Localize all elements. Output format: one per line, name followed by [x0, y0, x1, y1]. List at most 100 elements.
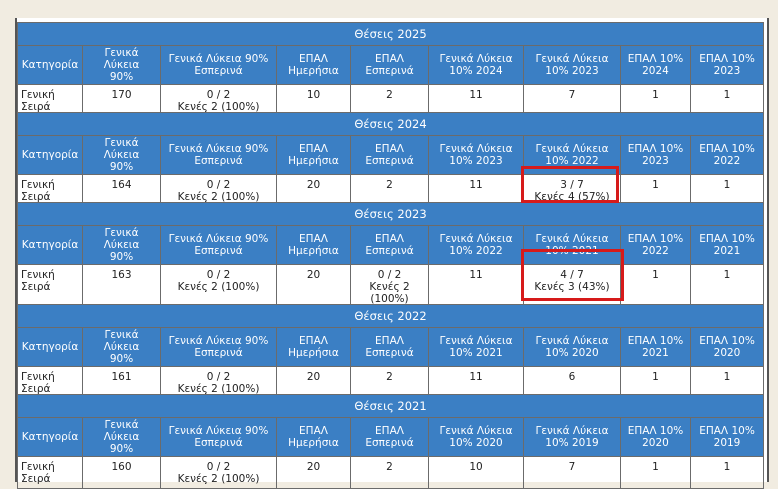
- cell-line: Γενικά Λύκεια: [535, 335, 609, 347]
- cell-line: Εσπερινά: [194, 65, 243, 77]
- cell-line: Εσπερινά: [365, 437, 414, 449]
- cell-line: ΕΠΑΛ: [299, 425, 328, 437]
- cell-line: 2020: [642, 437, 669, 449]
- column-header: Γενικά Λύκεια 90% Εσπερινά: [160, 327, 277, 367]
- cell-line: Κατηγορία: [21, 341, 79, 353]
- column-header: ΕΠΑΛ Ημερήσια: [276, 327, 351, 367]
- data-cell: 20: [276, 174, 351, 207]
- cell-line: 0 / 2: [206, 179, 231, 191]
- cell-line: 164: [111, 179, 132, 191]
- data-cell: 1: [620, 84, 691, 117]
- column-header: Κατηγορία: [17, 135, 83, 175]
- cell-line: 10% 2023: [545, 65, 599, 77]
- cell-line: Γενικά Λύκεια 90%: [168, 143, 269, 155]
- data-row: Γενική Σειρά 163 0 / 2 Κενές 2 (100%) 20 0 / 2…: [17, 264, 765, 307]
- cell-line: Γενικά Λύκεια: [439, 53, 513, 65]
- cell-line: ΕΠΑΛ 10%: [699, 425, 755, 437]
- cell-line: ΕΠΑΛ 10%: [627, 53, 684, 65]
- year-block: Θέσεις 2021 Κατηγορία Γενικά Λύκεια 90% Γενι…: [16, 394, 765, 489]
- cell-line: 2: [386, 89, 393, 101]
- data-cell: 11: [428, 84, 524, 117]
- cell-line: ΕΠΑΛ 10%: [627, 425, 684, 437]
- column-header: Γενικά Λύκεια 10% 2021: [428, 327, 524, 367]
- data-cell: 20: [276, 264, 351, 307]
- header-row: Κατηγορία Γενικά Λύκεια 90% Γενικά Λύκεια 9…: [17, 225, 765, 265]
- cell-line: Κενές 2 (100%): [177, 281, 260, 293]
- data-cell: 7: [523, 456, 621, 489]
- cell-line: 1: [652, 89, 659, 101]
- data-cell: 20: [276, 456, 351, 489]
- title-row: Θέσεις 2022: [16, 304, 765, 328]
- cell-line: Εσπερινά: [365, 155, 414, 167]
- column-header: Γενικά Λύκεια 10% 2020: [523, 327, 621, 367]
- column-header: ΕΠΑΛ 10% 2022: [620, 225, 691, 265]
- cell-line: Ημερήσια: [288, 155, 339, 167]
- data-cell: 1: [689, 264, 765, 307]
- data-cell: 0 / 2 Κενές 2 (100%): [350, 264, 429, 307]
- cell-line: ΕΠΑΛ 10%: [627, 335, 684, 347]
- table-title: Θέσεις 2024: [16, 112, 765, 136]
- cell-line: ΕΠΑΛ 10%: [699, 233, 755, 245]
- data-cell: 0 / 2 Κενές 2 (100%): [160, 84, 277, 117]
- cell-line: ΕΠΑΛ: [375, 425, 404, 437]
- column-header: ΕΠΑΛ 10% 2021: [620, 327, 691, 367]
- column-header: ΕΠΑΛ 10% 2023: [620, 135, 691, 175]
- column-header: ΕΠΑΛ Ημερήσια: [276, 45, 351, 85]
- cell-line: Γενική: [21, 269, 55, 281]
- cell-line: 2: [386, 179, 393, 191]
- year-block: Θέσεις 2023 Κατηγορία Γενικά Λύκεια 90% Γενι…: [16, 202, 765, 307]
- data-cell: 0 / 2 Κενές 2 (100%): [160, 174, 277, 207]
- column-header: ΕΠΑΛ Εσπερινά: [350, 45, 429, 85]
- column-header: Γενικά Λύκεια 10% 2023: [428, 135, 524, 175]
- data-cell: 0 / 2 Κενές 2 (100%): [160, 264, 277, 307]
- data-cell: Γενική Σειρά: [17, 456, 83, 489]
- cell-line: 0 / 2: [206, 269, 231, 281]
- title-row: Θέσεις 2024: [16, 112, 765, 136]
- cell-line: Γενικά Λύκεια 90%: [168, 425, 269, 437]
- column-header: Κατηγορία: [17, 417, 83, 457]
- column-header: ΕΠΑΛ Εσπερινά: [350, 417, 429, 457]
- cell-line: Γενικά Λύκεια: [439, 425, 513, 437]
- cell-line: 163: [111, 269, 132, 281]
- cell-line: 3 / 7: [560, 179, 584, 191]
- data-cell: Γενική Σειρά: [17, 84, 83, 117]
- cell-line: 0 / 2: [206, 461, 231, 473]
- data-cell: 163: [82, 264, 161, 307]
- data-cell: 1: [620, 456, 691, 489]
- column-header: Γενικά Λύκεια 90%: [82, 225, 161, 265]
- column-header: ΕΠΑΛ Ημερήσια: [276, 225, 351, 265]
- column-header: Κατηγορία: [17, 45, 83, 85]
- cell-line: 11: [469, 371, 483, 383]
- column-header: ΕΠΑΛ 10% 2019: [689, 417, 765, 457]
- data-cell: 1: [620, 264, 691, 307]
- cell-line: Γενικά Λύκεια: [535, 425, 609, 437]
- cell-line: 2023: [642, 155, 669, 167]
- cell-line: Γενική: [21, 371, 55, 383]
- column-header: Γενικά Λύκεια 90%: [82, 417, 161, 457]
- cell-line: 10% 2019: [545, 437, 599, 449]
- cell-line: 7: [568, 461, 576, 473]
- cell-line: Γενικά Λύκεια: [439, 143, 513, 155]
- data-cell: 0 / 2 Κενές 2 (100%): [160, 456, 277, 489]
- cell-line: ΕΠΑΛ 10%: [699, 335, 755, 347]
- cell-line: Γενικά Λύκεια: [535, 143, 609, 155]
- cell-line: 0 / 2: [377, 269, 402, 281]
- cell-line: 10: [306, 89, 321, 101]
- cell-line: Σειρά: [21, 473, 51, 485]
- positions-table: Θέσεις 2023 Κατηγορία Γενικά Λύκεια 90% Γενι…: [16, 202, 765, 307]
- cell-line: 170: [111, 89, 132, 101]
- cell-line: 1: [723, 179, 731, 191]
- cell-line: ΕΠΑΛ 10%: [699, 143, 755, 155]
- column-header: Γενικά Λύκεια 10% 2023: [523, 45, 621, 85]
- cell-line: Εσπερινά: [194, 245, 243, 257]
- cell-line: Εσπερινά: [194, 155, 243, 167]
- cell-line: 6: [568, 371, 576, 383]
- cell-line: Γενική: [21, 179, 55, 191]
- data-cell: 1: [689, 456, 765, 489]
- cell-line: 10% 2020: [545, 347, 599, 359]
- column-header: ΕΠΑΛ Εσπερινά: [350, 327, 429, 367]
- cell-line: 2020: [713, 347, 741, 359]
- title-row: Θέσεις 2021: [16, 394, 765, 418]
- data-cell: 170: [82, 84, 161, 117]
